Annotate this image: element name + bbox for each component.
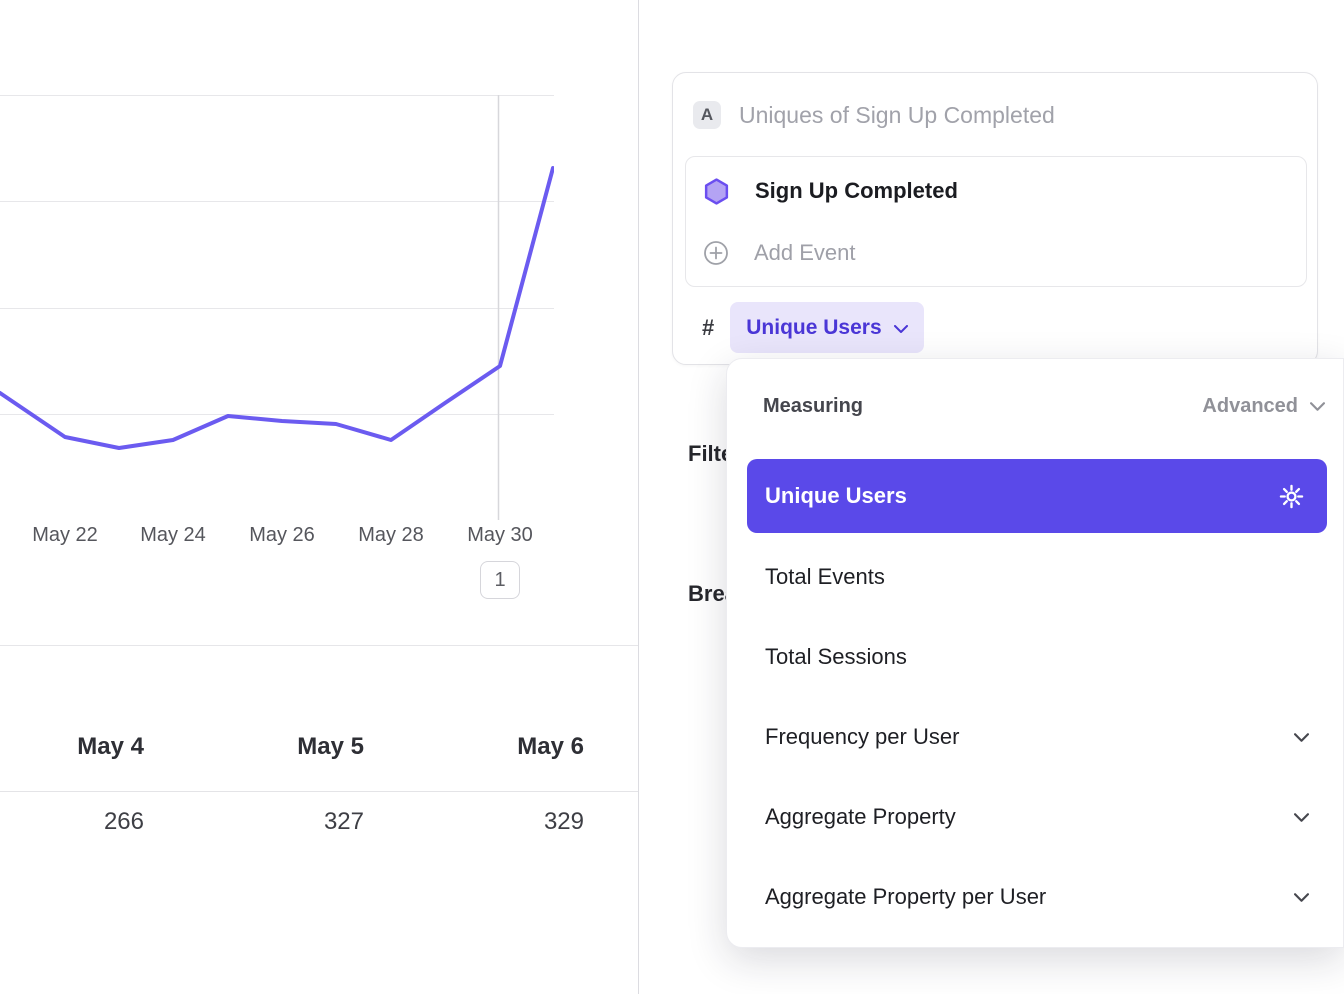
line-chart-svg[interactable]: [0, 95, 554, 520]
chevron-down-icon: [893, 324, 908, 333]
line-chart[interactable]: [0, 95, 554, 520]
chevron-down-icon: [1294, 812, 1309, 822]
gear-icon[interactable]: [1278, 483, 1305, 510]
x-tick-label: May 30: [467, 524, 533, 546]
event-box: Sign Up Completed Add Event: [685, 156, 1307, 287]
menu-option[interactable]: Total Events: [727, 537, 1343, 617]
x-tick-label: May 26: [249, 524, 315, 546]
measure-selector-button[interactable]: Unique Users: [730, 302, 924, 353]
menu-option[interactable]: Aggregate Property per User: [727, 857, 1343, 937]
menu-option[interactable]: Total Sessions: [727, 617, 1343, 697]
menu-option-label: Total Sessions: [765, 644, 907, 669]
x-tick-label: May 28: [358, 524, 424, 546]
menu-options: Total Events Total Sessions Frequency pe…: [727, 537, 1343, 937]
add-event-button[interactable]: Add Event: [686, 221, 1306, 285]
table-value-cell: 327: [323, 808, 364, 835]
annotation-marker[interactable]: 1: [480, 561, 520, 599]
menu-option[interactable]: Aggregate Property: [727, 777, 1343, 857]
event-name: Sign Up Completed: [755, 178, 958, 203]
event-row[interactable]: Sign Up Completed: [686, 159, 1306, 223]
measuring-menu: Measuring Advanced Unique Users: [726, 358, 1344, 948]
menu-mode-selector[interactable]: Advanced: [1202, 395, 1325, 418]
plus-circle-icon: [704, 241, 728, 265]
event-hexagon-icon: [704, 177, 729, 205]
query-summary: Uniques of Sign Up Completed: [739, 101, 1055, 128]
x-tick-label: May 24: [140, 524, 206, 546]
query-row-header: A Uniques of Sign Up Completed: [693, 101, 1055, 129]
table-value-cell: 266: [103, 808, 144, 835]
menu-option[interactable]: Frequency per User: [727, 697, 1343, 777]
table-header-cell: May 4: [77, 733, 144, 760]
menu-option-label: Aggregate Property: [765, 804, 956, 829]
table-value-cell: 329: [543, 808, 584, 835]
menu-option-label: Aggregate Property per User: [765, 884, 1047, 909]
table-header-cell: May 6: [517, 733, 584, 760]
selected-option-label: Unique Users: [765, 483, 907, 508]
vertical-divider: [638, 0, 639, 994]
table-header-divider: [0, 791, 639, 792]
menu-option-label: Frequency per User: [765, 724, 960, 749]
chevron-down-icon: [1310, 402, 1325, 411]
add-event-label: Add Event: [754, 240, 856, 265]
menu-title: Measuring: [763, 395, 864, 417]
chevron-down-icon: [1294, 892, 1309, 902]
table-header-cell: May 5: [297, 733, 364, 760]
measure-value: Unique Users: [746, 315, 882, 339]
menu-mode-label: Advanced: [1202, 395, 1298, 417]
pane-divider: [0, 645, 639, 646]
chart-pane: May 22 May 24 May 26 May 28 May 30 1 May 4 M…: [0, 0, 639, 994]
chevron-down-icon: [1294, 732, 1309, 742]
menu-option-label: Total Events: [765, 564, 885, 589]
query-builder-card: A Uniques of Sign Up Completed Sign Up C…: [672, 72, 1318, 365]
x-tick-label: May 22: [32, 524, 98, 546]
menu-option-selected[interactable]: Unique Users: [747, 459, 1327, 533]
measuring-menu-header: Measuring Advanced: [763, 395, 1325, 418]
row-badge: A: [693, 101, 721, 129]
measure-row: # Unique Users: [702, 302, 924, 353]
x-axis-ticks: May 22 May 24 May 26 May 28 May 30: [0, 524, 639, 552]
measure-prefix: #: [702, 314, 715, 340]
